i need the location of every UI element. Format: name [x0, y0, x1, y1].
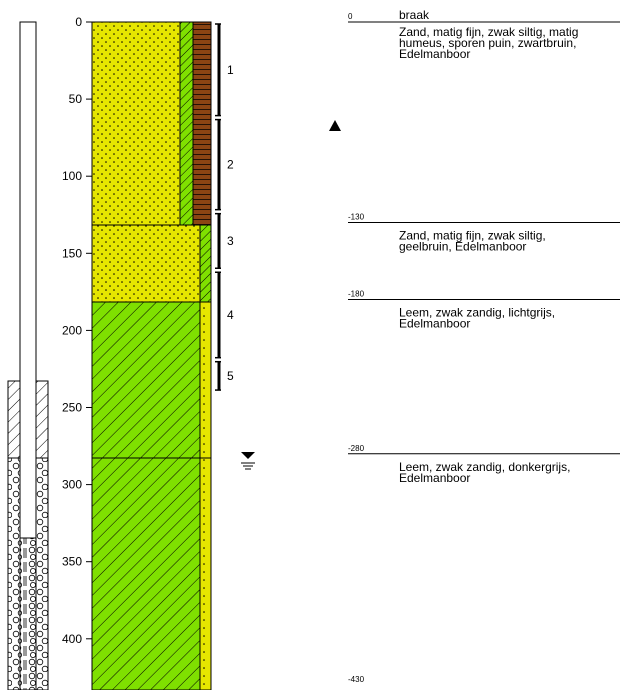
layer-loam-light-main	[91, 301, 201, 459]
layer-depth-label: -180	[348, 290, 365, 299]
layer-description-line: geelbruin, Edelmanboor	[399, 239, 526, 253]
sample-1: 1	[215, 23, 234, 117]
axis-tick-label: 0	[75, 15, 82, 29]
well-casing-pipe	[19, 21, 37, 539]
sample-3: 3	[215, 212, 234, 270]
layer-sand-silt-strip	[199, 224, 212, 303]
sample-4: 4	[215, 271, 234, 359]
layer-sand-humus-main	[91, 21, 181, 226]
layer-description-2: -180 Leem, zwak zandig, lichtgrijs,Edelma…	[348, 290, 620, 331]
layer-loam-dark-main	[91, 457, 201, 690]
axis-tick-label: 150	[62, 246, 82, 260]
well-seal-left	[7, 380, 21, 459]
layer-descriptions: 0 braak Zand, matig fijn, zwak siltig, mat…	[348, 8, 620, 684]
axis-tick-label: 350	[62, 555, 82, 569]
sample-label: 3	[227, 234, 234, 248]
layer-depth-label: -130	[348, 212, 365, 221]
lithology-column	[91, 21, 212, 690]
sample-2: 2	[215, 118, 234, 211]
layer-description-line: Edelmanboor	[399, 317, 470, 331]
axis-tick-label: 300	[62, 478, 82, 492]
layer-depth-label: 0	[348, 12, 353, 21]
layer-sand-humus-silt-strip	[179, 21, 194, 226]
layer-description-line: braak	[399, 8, 430, 22]
axis-tick-label: 200	[62, 323, 82, 337]
layer-description-line: Zand, matig fijn, zwak siltig,	[399, 228, 546, 242]
axis-tick-label: 400	[62, 632, 82, 646]
layer-description-1: -130 Zand, matig fijn, zwak siltig,geelbr…	[348, 212, 620, 253]
layer-description-line: humeus, sporen puin, zwartbruin,	[399, 36, 576, 50]
layer-loam-dark-sand-strip	[199, 457, 212, 690]
layer-sand-main	[91, 224, 201, 303]
layer-description-line: Edelmanboor	[399, 47, 470, 61]
layer-description-line: Leem, zwak zandig, lichtgrijs,	[399, 306, 555, 320]
layer-description-3: -280 Leem, zwak zandig, donkergrijs,Edelm…	[348, 444, 620, 485]
sample-label: 2	[227, 158, 234, 172]
layer-description-line: Leem, zwak zandig, donkergrijs,	[399, 460, 570, 474]
layer-description-line: Edelmanboor	[399, 471, 470, 485]
sample-5: 5	[215, 360, 234, 391]
axis-tick-label: 100	[62, 169, 82, 183]
well-filter-section	[19, 537, 37, 690]
well-construction	[7, 21, 49, 690]
well-seal-right	[35, 380, 49, 459]
layer-description-line: Zand, matig fijn, zwak siltig, matig	[399, 25, 578, 39]
layer-depth-label: -280	[348, 444, 365, 453]
sample-label: 1	[227, 63, 234, 77]
sample-label: 5	[227, 369, 234, 383]
axis-tick-label: 250	[62, 401, 82, 415]
layer-description-0: 0 braak Zand, matig fijn, zwak siltig, mat…	[348, 8, 620, 61]
end-depth-label: -430	[348, 675, 365, 684]
sample-label: 4	[227, 308, 234, 322]
depth-axis: 0 50 100 150 200 250 300 350 400	[62, 15, 93, 690]
layer-sand-humus-strip	[192, 21, 212, 226]
triangle-marker-icon	[329, 120, 341, 131]
markers	[241, 120, 341, 470]
axis-tick-label: 50	[69, 92, 83, 106]
groundwater-level-icon	[241, 452, 255, 470]
layer-loam-light-sand-strip	[199, 301, 212, 459]
sample-intervals: 1 2 3 4 5	[215, 23, 234, 391]
